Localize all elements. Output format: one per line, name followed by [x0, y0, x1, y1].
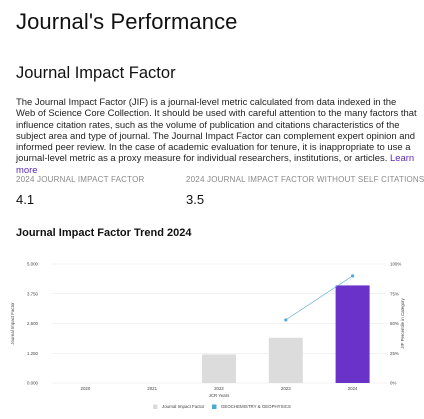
metric-label-jif-no-self: 2024 JOURNAL IMPACT FACTOR WITHOUT SELF …	[186, 175, 424, 184]
trend-title: Journal Impact Factor Trend 2024	[16, 227, 192, 239]
bar-2024[interactable]	[335, 285, 370, 383]
metric-label-jif: 2024 JOURNAL IMPACT FACTOR	[16, 175, 145, 184]
learn-more-link[interactable]: Learn more	[16, 153, 415, 176]
x-tick-label: 2024	[348, 386, 358, 391]
metric-value-jif-no-self: 3.5	[186, 192, 205, 207]
y-tick-label: 5.000	[27, 262, 39, 267]
section-title: Journal Impact Factor	[16, 64, 176, 82]
metric-value-jif: 4.1	[16, 192, 35, 207]
description: The Journal Impact Factor (JIF) is a jou…	[16, 97, 418, 176]
y-tick-label: 2.500	[27, 321, 39, 326]
y2-tick-label: 25%	[390, 351, 399, 356]
y2-tick-label: 75%	[390, 291, 399, 296]
x-tick-label: 2020	[81, 386, 91, 391]
x-axis-title: JCR Years	[209, 393, 231, 398]
y-tick-label: 1.250	[27, 351, 39, 356]
y-axis-title: Journal Impact Factor	[10, 302, 15, 345]
y-tick-label: 3.750	[27, 291, 39, 296]
y2-axis-title: JIF Percentile in Category	[400, 297, 405, 348]
percentile-point[interactable]	[351, 274, 355, 278]
y2-tick-label: 50%	[390, 321, 399, 326]
bar-2022[interactable]	[202, 354, 236, 383]
y-tick-label: 0.000	[27, 381, 39, 386]
legend-swatch-jif	[153, 404, 158, 409]
percentile-point[interactable]	[284, 318, 288, 322]
x-tick-label: 2022	[214, 386, 224, 391]
bar-2023[interactable]	[268, 337, 303, 383]
x-tick-label: 2023	[281, 386, 291, 391]
page-title: Journal's Performance	[16, 9, 238, 34]
legend-swatch-percentile	[212, 404, 217, 409]
description-text: The Journal Impact Factor (JIF) is a jou…	[16, 97, 417, 165]
y2-tick-label: 100%	[390, 262, 401, 267]
percentile-line	[285, 275, 353, 321]
jif-trend-chart: 0.000 1.250 2.500 3.750 5.000 0% 25% 50% 75% 100…	[10, 262, 405, 409]
legend-label-jif: Journal Impact Factor	[162, 404, 205, 409]
legend-label-percentile: GEOCHEMISTRY & GEOPHYSICS	[221, 404, 291, 409]
x-tick-label: 2021	[147, 386, 157, 391]
y2-tick-label: 0%	[390, 381, 396, 386]
